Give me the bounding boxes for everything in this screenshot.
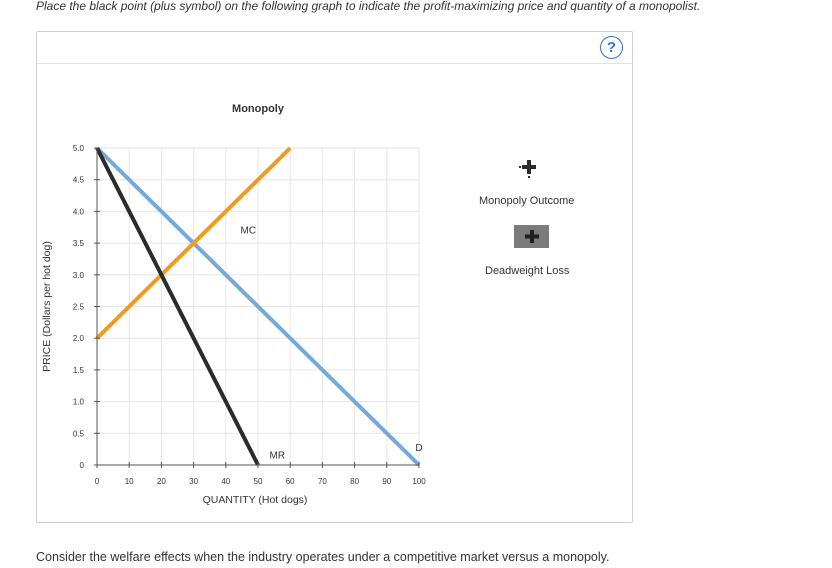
y-tick-label: 5.0 — [73, 144, 85, 153]
x-tick-label: 10 — [125, 477, 134, 486]
plus-area-icon — [525, 230, 539, 243]
plus-point-icon — [519, 160, 536, 178]
y-tick-label: 4.5 — [73, 176, 85, 185]
mr-curve-label: MR — [270, 451, 286, 462]
x-tick-label: 30 — [189, 477, 198, 486]
x-tick-label: 60 — [286, 477, 295, 486]
y-tick-label: 3.0 — [73, 271, 85, 280]
mr-curve[interactable] — [95, 147, 260, 466]
x-tick-label: 0 — [95, 477, 100, 486]
footer-text: Consider the welfare effects when the in… — [36, 550, 610, 564]
y-tick-label: 2.0 — [73, 334, 85, 343]
instruction-text: Place the black point (plus symbol) on t… — [36, 0, 701, 13]
x-tick-label: 70 — [318, 477, 327, 486]
x-tick-label: 90 — [382, 477, 391, 486]
graph-panel: ? 0 10 20 30 40 50 60 70 80 90 100 0 0.5 1.0 1.5 2.0 2.5… — [36, 31, 633, 523]
x-axis-label: QUANTITY (Hot dogs) — [203, 494, 308, 506]
x-tick-label: 40 — [221, 477, 230, 486]
y-axis-label: PRICE (Dollars per hot dog) — [41, 241, 53, 372]
y-tick-label: 0 — [80, 461, 85, 470]
x-tick-label: 50 — [254, 477, 263, 486]
y-tick-label: 0.5 — [73, 429, 85, 438]
demand-curve[interactable] — [95, 146, 421, 467]
chart-title: Monopoly — [232, 103, 285, 115]
y-tick-label: 3.5 — [73, 239, 85, 248]
mc-curve[interactable] — [95, 146, 292, 340]
panel-toolbar: ? — [37, 32, 632, 64]
y-tick-label: 4.0 — [73, 207, 85, 216]
x-tick-label: 20 — [157, 477, 166, 486]
question-circle-icon: ? — [606, 39, 617, 56]
deadweight-loss-label: Deadweight Loss — [485, 265, 570, 277]
x-tick-label: 100 — [412, 477, 426, 486]
monopoly-outcome-label: Monopoly Outcome — [479, 195, 575, 207]
y-tick-label: 2.5 — [73, 303, 85, 312]
y-tick-label: 1.0 — [73, 398, 85, 407]
x-tick-label: 80 — [350, 477, 359, 486]
y-tick-label: 1.5 — [73, 366, 85, 375]
mc-curve-label: MC — [241, 226, 257, 237]
deadweight-loss-tool[interactable] — [514, 225, 549, 248]
monopoly-chart[interactable]: 0 10 20 30 40 50 60 70 80 90 100 0 0.5 1.0 1.5 2.0 2.5 3.… — [37, 32, 632, 522]
demand-curve-label: D — [415, 443, 422, 454]
help-button[interactable]: ? — [600, 36, 623, 59]
monopoly-outcome-tool[interactable] — [518, 158, 540, 180]
